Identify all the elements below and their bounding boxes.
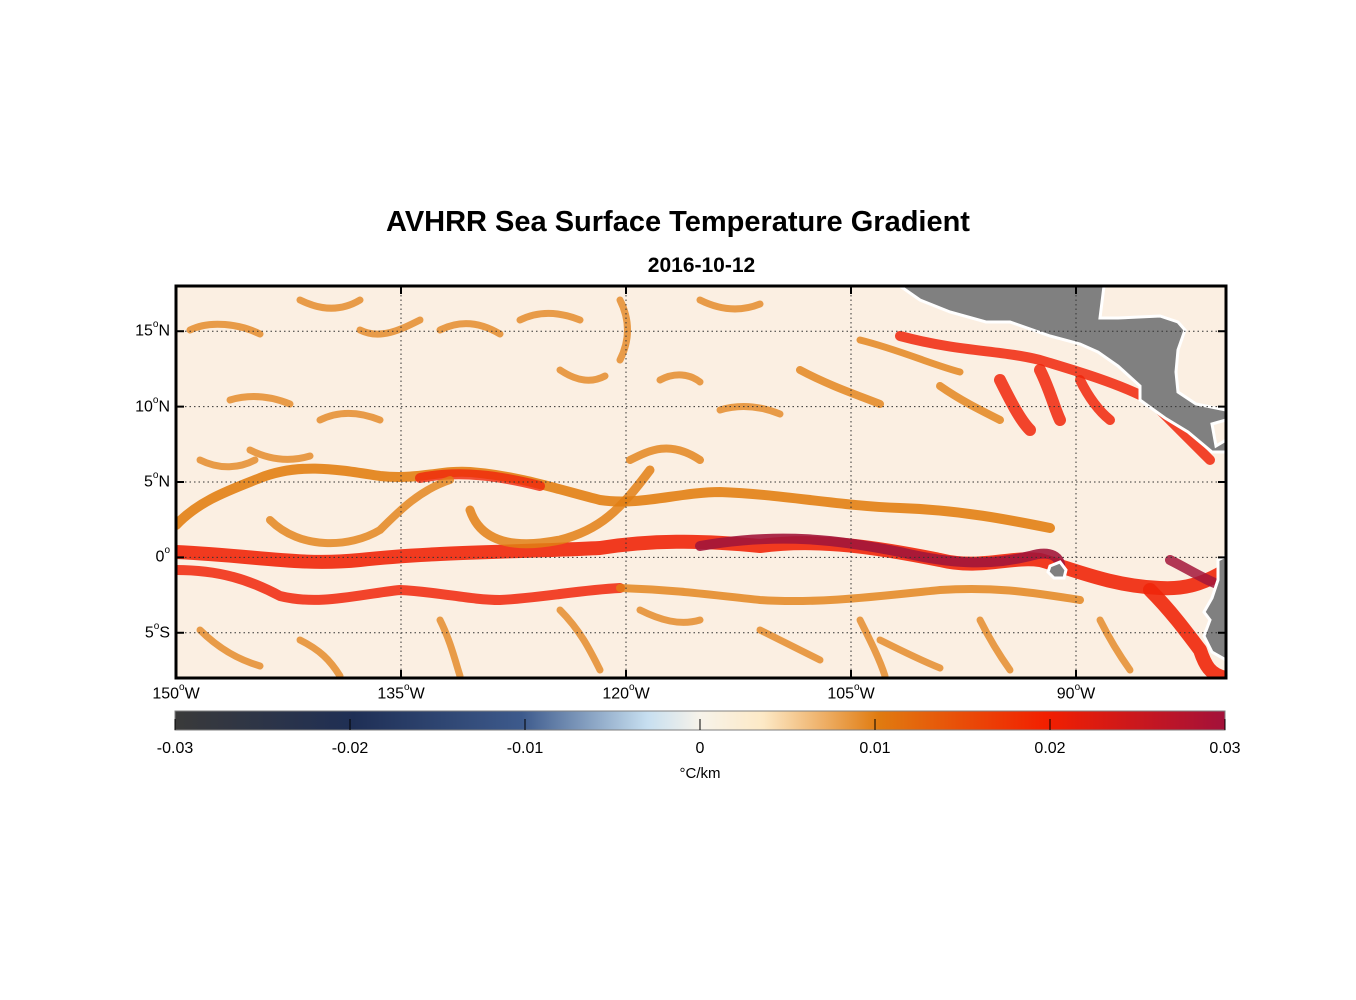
lat-tick-label: 15oN [135,319,170,340]
gradient-front [176,534,1226,596]
gradient-front [796,366,884,408]
south-america-land [1202,554,1226,662]
gradient-front [616,584,1084,606]
colorbar-tick-label: 0.02 [1034,740,1066,757]
galapagos-island [1046,560,1068,580]
gradient-front [316,409,384,424]
lat-tick-label: 5oS [144,620,170,642]
chart-subtitle: 2016-10-12 [647,254,756,277]
gradient-front [994,374,1036,436]
gradient-front [436,320,504,338]
colorbar-tick-label: 0.01 [859,740,891,757]
gradient-front [1143,583,1226,678]
sst-gradient-field [176,286,1226,678]
gradient-front [226,393,294,408]
gradient-front [176,463,1055,533]
lat-tick-label: 5oN [143,470,170,491]
gradient-front [196,626,264,670]
gradient-front [616,296,631,364]
gradient-front [356,316,424,338]
gradient-front [626,444,704,464]
gradient-front [465,465,655,549]
gradient-front [936,382,1004,424]
gradient-front [246,446,314,463]
colorbar-tick-label: -0.02 [331,740,369,757]
colorbar-tick-label: 0 [695,740,705,757]
colorbar-tick-label: 0.03 [1209,740,1241,757]
gradient-front [556,366,609,384]
gradient-front [415,469,545,491]
gradient-front [296,296,364,312]
lon-tick-label: 90oW [1056,682,1096,703]
gradient-front [856,336,964,376]
chart-title: AVHRR Sea Surface Temperature Gradient [386,206,970,238]
gradient-front [296,636,344,678]
colorbar [174,710,1226,731]
gradient-front [856,616,889,678]
lon-tick-label: 120oW [602,682,650,703]
lat-tick-label: 10oN [135,394,170,415]
gradient-front [695,533,1066,575]
gradient-front [186,320,264,338]
gradient-front [876,636,944,672]
colorbar-tick-label: -0.01 [506,740,544,757]
colorbar-unit: °C/km [679,765,721,782]
gradient-front [1034,364,1066,426]
gradient-front [636,606,704,626]
lon-tick-label: 135oW [377,682,425,703]
gradient-front [656,371,704,386]
gradient-front [696,296,764,313]
gradient-front [436,616,464,678]
colorbar-tick-label: -0.03 [156,740,194,757]
central-america-land [897,286,1226,454]
gradient-front [266,476,454,548]
lon-tick-label: 105oW [827,682,875,703]
gradient-front [716,403,784,418]
gradient-front [1096,616,1134,674]
gradient-front [976,616,1014,674]
gradient-front [1075,375,1115,425]
lat-tick-label: 0o [155,545,170,566]
lon-tick-label: 150oW [152,682,200,703]
gradient-front [196,456,259,471]
gradient-front [176,565,625,605]
gradient-front [556,606,604,674]
gradient-front [516,309,584,324]
